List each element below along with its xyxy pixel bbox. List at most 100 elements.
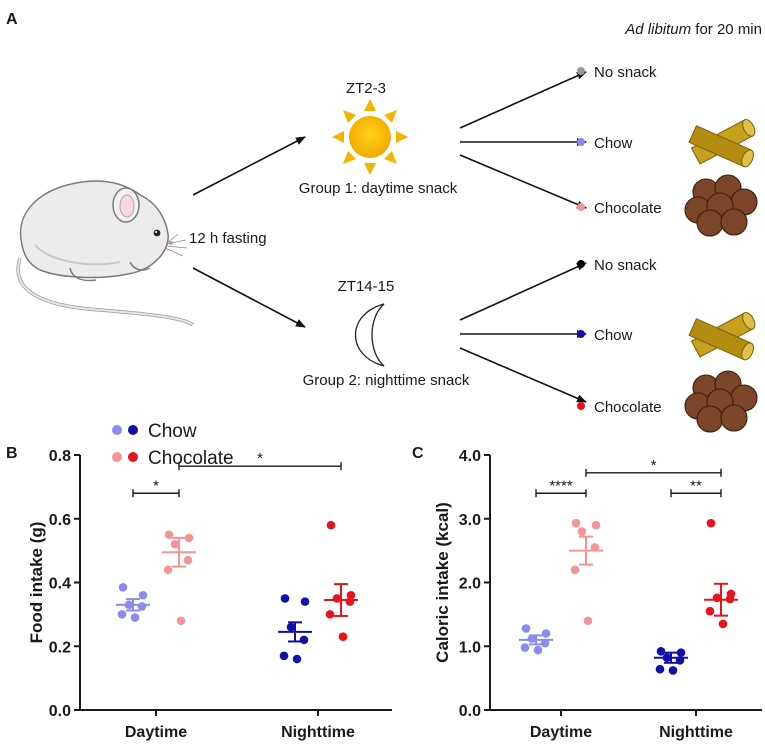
arrow-group1-chocolate: [459, 154, 587, 209]
arrow-group2-chocolate: [459, 347, 587, 403]
panel-label-b: B: [6, 445, 18, 462]
arrow-group2-no-snack: [459, 262, 587, 321]
data-point: [718, 619, 728, 629]
data-point: [676, 648, 686, 657]
x-tick-label: Daytime: [125, 724, 187, 741]
legend-chow-light-dot: [112, 425, 122, 435]
data-point: [541, 629, 551, 638]
panel-label-c: C: [412, 445, 424, 462]
sun-icon: [332, 99, 408, 175]
data-point: [656, 647, 666, 656]
data-point: [590, 543, 600, 552]
arrow-group1-no-snack: [459, 71, 587, 129]
chocolate-pellet-icon: [684, 370, 758, 433]
y-tick-label: 0.6: [49, 512, 71, 529]
data-point: [655, 664, 665, 674]
panel-c: C 0.0 1.0 2.0 3.0 4.0 Caloric intake (kcal) Da…: [412, 445, 762, 741]
data-point: [571, 518, 581, 528]
moon-icon: [355, 303, 385, 367]
data-point: [163, 565, 173, 575]
legend-chocolate-light-dot: [112, 452, 122, 462]
group2-no-snack-label: No snack: [594, 257, 657, 274]
data-point: [300, 597, 310, 606]
data-point: [520, 643, 530, 652]
y-axis-label: Food intake (g): [27, 522, 46, 644]
data-point: [325, 610, 335, 619]
data-point: [712, 593, 722, 603]
data-point: [705, 606, 715, 616]
data-point: [118, 582, 128, 592]
group1-chow-label: Chow: [594, 135, 633, 152]
data-point: [583, 616, 593, 626]
fasting-label: 12 h fasting: [189, 230, 267, 247]
group2-chocolate-dot: [577, 402, 585, 410]
group1-label: Group 1: daytime snack: [299, 180, 458, 197]
group2-time: ZT14-15: [338, 278, 395, 295]
data-point: [338, 632, 348, 641]
data-point: [286, 622, 296, 632]
y-tick-label: 0.4: [49, 576, 71, 593]
significance-label: **: [690, 477, 702, 494]
legend-item-chow: Chow: [112, 421, 197, 442]
data-point: [527, 634, 537, 643]
group1-chocolate-label: Chocolate: [594, 200, 662, 217]
data-point: [292, 654, 302, 664]
data-point: [706, 518, 716, 528]
arrow-to-group1: [192, 136, 306, 196]
legend: Chow Chocolate: [112, 421, 234, 469]
chow-pellet-icon: [688, 312, 756, 361]
legend-chow-dark-dot: [128, 425, 138, 435]
data-point: [164, 530, 174, 539]
y-tick-label: 0.8: [49, 448, 71, 465]
data-point: [183, 555, 193, 565]
arrow-to-group2: [192, 267, 306, 328]
panel-a: A Ad libitum for 20 min 12 h fasting ZT2…: [6, 11, 762, 433]
legend-chocolate-label: Chocolate: [148, 448, 234, 469]
data-point: [345, 597, 355, 606]
caloric-intake-chart: 0.0 1.0 2.0 3.0 4.0 Caloric intake (kcal) Dayt…: [433, 448, 762, 741]
data-point: [137, 602, 147, 611]
group2-chocolate-label: Chocolate: [594, 399, 662, 416]
group1-chow-dot: [577, 138, 585, 146]
data-point: [540, 638, 550, 648]
legend-chocolate-dark-dot: [128, 452, 138, 462]
group2-option-chocolate: Chocolate: [577, 399, 662, 416]
data-point: [130, 613, 140, 622]
y-tick-label: 4.0: [459, 448, 481, 465]
food-intake-chart: 0.0 0.2 0.4 0.6 0.8 Food intake (g) Daytime Nig…: [27, 448, 392, 741]
data-point: [675, 655, 685, 665]
data-point: [138, 590, 148, 600]
group1-option-chocolate: Chocolate: [577, 200, 662, 217]
group2-no-snack-dot: [577, 260, 585, 268]
y-tick-label: 0.0: [49, 703, 71, 720]
data-point: [533, 645, 543, 655]
y-tick-label: 2.0: [459, 576, 481, 593]
data-point: [184, 533, 194, 543]
significance-label: ****: [549, 477, 573, 494]
group1-time: ZT2-3: [346, 80, 386, 97]
group1-option-chow: Chow: [577, 135, 633, 152]
data-point: [668, 666, 678, 675]
data-point: [176, 616, 186, 626]
data-point: [279, 651, 289, 661]
legend-item-chocolate: Chocolate: [112, 448, 234, 469]
mouse-illustration: [16, 180, 195, 327]
data-point: [346, 590, 356, 600]
data-point: [591, 520, 601, 530]
x-tick-label: Daytime: [530, 724, 592, 741]
significance-label: *: [651, 457, 657, 474]
data-point: [577, 527, 587, 536]
y-tick-label: 0.2: [49, 639, 71, 656]
group2-chow-label: Chow: [594, 327, 633, 344]
significance-label: *: [153, 477, 159, 494]
group2-label: Group 2: nighttime snack: [303, 372, 470, 389]
group2-option-chow: Chow: [577, 327, 633, 344]
data-point: [170, 539, 180, 549]
group1-option-no-snack: No snack: [577, 64, 657, 81]
group1-no-snack-label: No snack: [594, 64, 657, 81]
data-point: [725, 594, 735, 604]
chocolate-pellet-icon: [684, 174, 758, 237]
data-point: [117, 610, 127, 619]
data-point: [662, 653, 672, 663]
